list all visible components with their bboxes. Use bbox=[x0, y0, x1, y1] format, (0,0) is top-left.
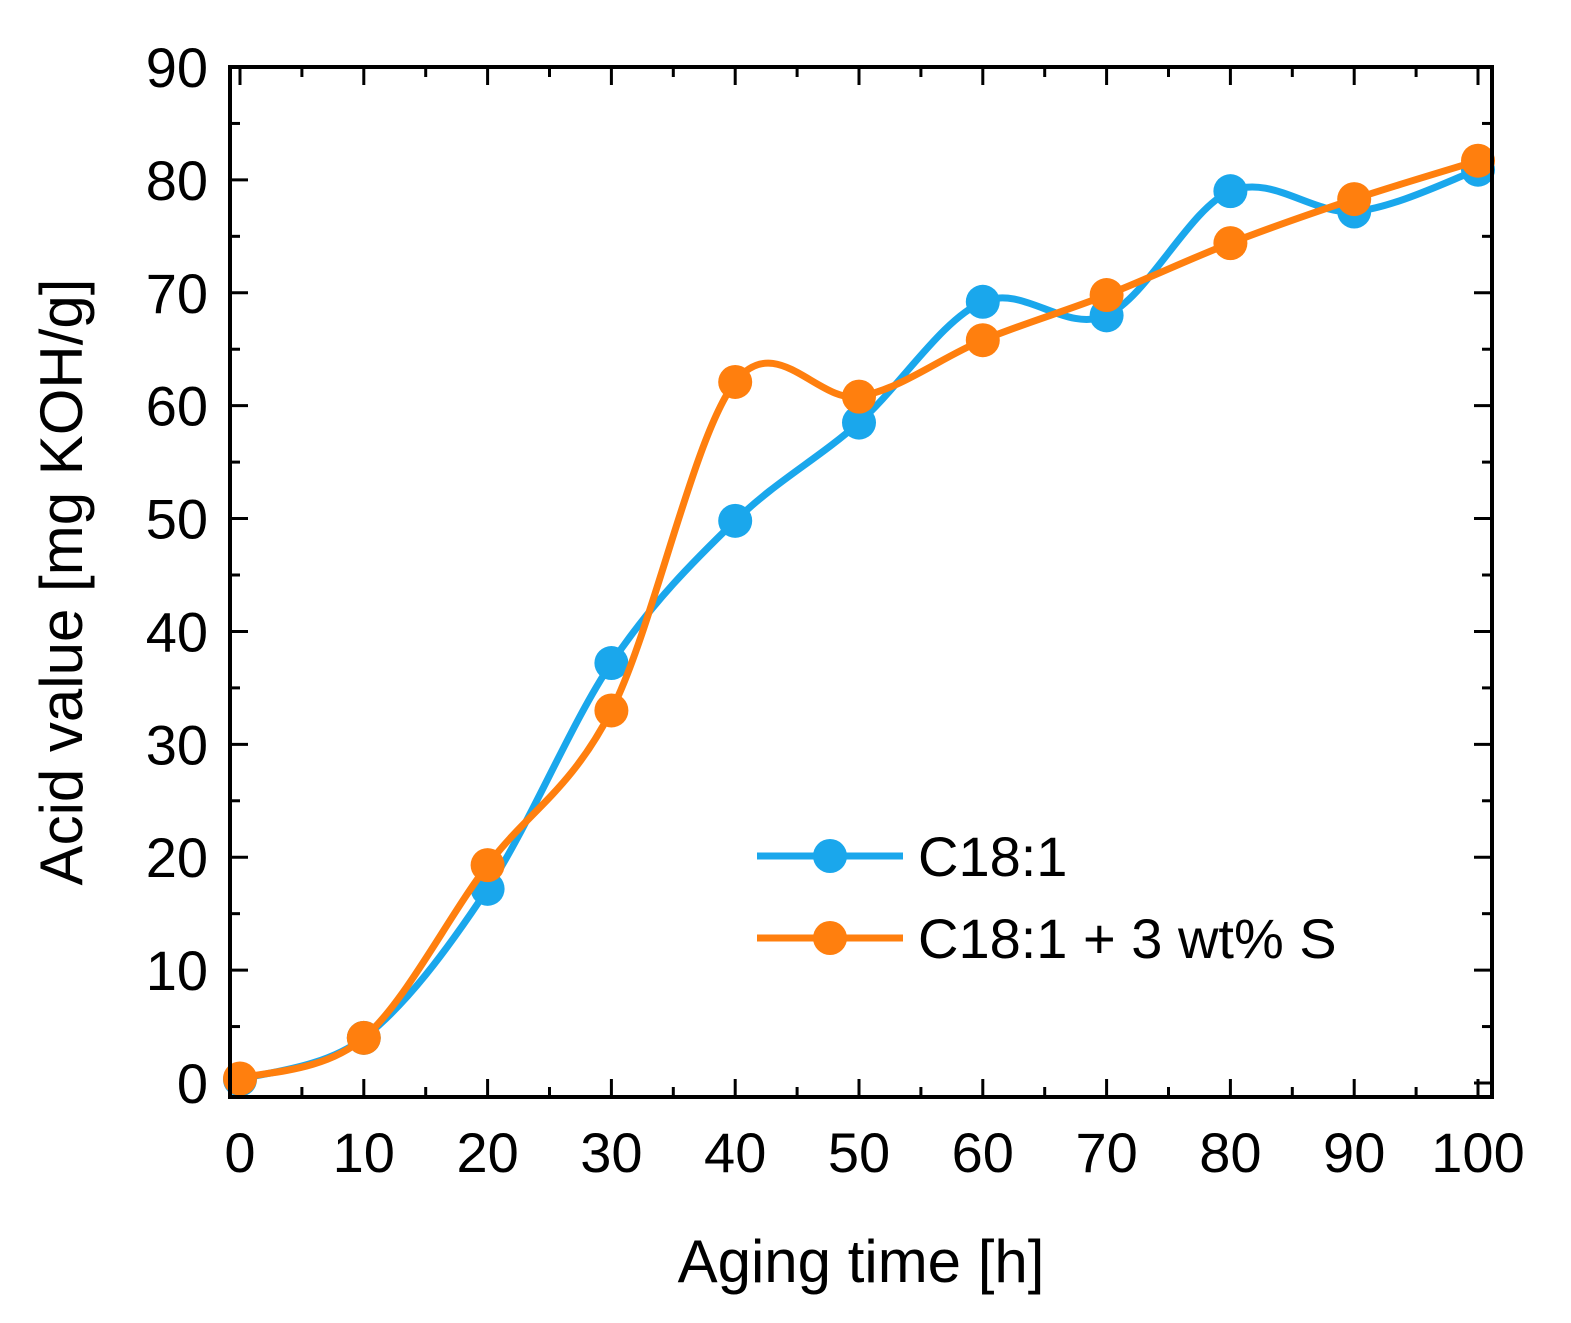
y-tick-label: 30 bbox=[146, 713, 208, 776]
series-2-point bbox=[718, 364, 753, 399]
legend-label-2: C18:1 + 3 wt% S bbox=[918, 907, 1337, 970]
x-tick-label: 100 bbox=[1431, 1121, 1524, 1184]
series-2-point bbox=[346, 1020, 381, 1055]
x-tick-label: 10 bbox=[333, 1121, 395, 1184]
series-group bbox=[223, 143, 1495, 1097]
x-tick-label: 20 bbox=[456, 1121, 518, 1184]
x-tick-label: 90 bbox=[1323, 1121, 1385, 1184]
series-2-point bbox=[1337, 182, 1372, 217]
series-2-point bbox=[965, 323, 1000, 358]
y-tick-label: 80 bbox=[146, 149, 208, 212]
series-2-point bbox=[1213, 226, 1248, 261]
x-tick-label: 60 bbox=[952, 1121, 1014, 1184]
x-tick-label: 0 bbox=[224, 1121, 255, 1184]
y-tick-label: 60 bbox=[146, 375, 208, 438]
x-tick-label: 80 bbox=[1199, 1121, 1261, 1184]
y-tick-label: 20 bbox=[146, 826, 208, 889]
series-1-point bbox=[718, 503, 753, 538]
series-2-point bbox=[842, 379, 876, 414]
series-1-point bbox=[842, 405, 876, 440]
series-2-point bbox=[594, 693, 629, 728]
y-axis-title: Acid value [mg KOH/g] bbox=[28, 279, 95, 886]
y-tick-label: 40 bbox=[146, 600, 208, 663]
x-tick-label: 70 bbox=[1075, 1121, 1137, 1184]
series-2-point bbox=[1089, 278, 1124, 313]
legend: C18:1 C18:1 + 3 wt% S bbox=[757, 825, 1337, 970]
x-axis-title: Aging time [h] bbox=[678, 1228, 1045, 1295]
x-tick-label: 50 bbox=[828, 1121, 890, 1184]
y-tick-label: 50 bbox=[146, 488, 208, 551]
series-2-point bbox=[470, 848, 505, 883]
plot-frame bbox=[228, 65, 1494, 1099]
x-tick-label: 30 bbox=[580, 1121, 642, 1184]
y-tick-label: 70 bbox=[146, 262, 208, 325]
y-tick-label: 10 bbox=[146, 939, 208, 1002]
legend-label-1: C18:1 bbox=[918, 825, 1067, 888]
series-1-point bbox=[965, 284, 1000, 319]
x-tick-label: 40 bbox=[704, 1121, 766, 1184]
series-1-point bbox=[594, 646, 629, 681]
y-tick-label: 90 bbox=[146, 36, 208, 99]
legend-marker-2 bbox=[813, 921, 847, 955]
series-1-point bbox=[1213, 174, 1248, 209]
series-2-point bbox=[1461, 143, 1495, 178]
y-tick-label: 0 bbox=[177, 1052, 208, 1115]
axis-tick-labels: 0 10 20 30 40 50 60 70 80 90 100 0 10 20 30 40 50 60 70 80 9… bbox=[146, 36, 1525, 1184]
legend-marker-1 bbox=[813, 839, 847, 873]
